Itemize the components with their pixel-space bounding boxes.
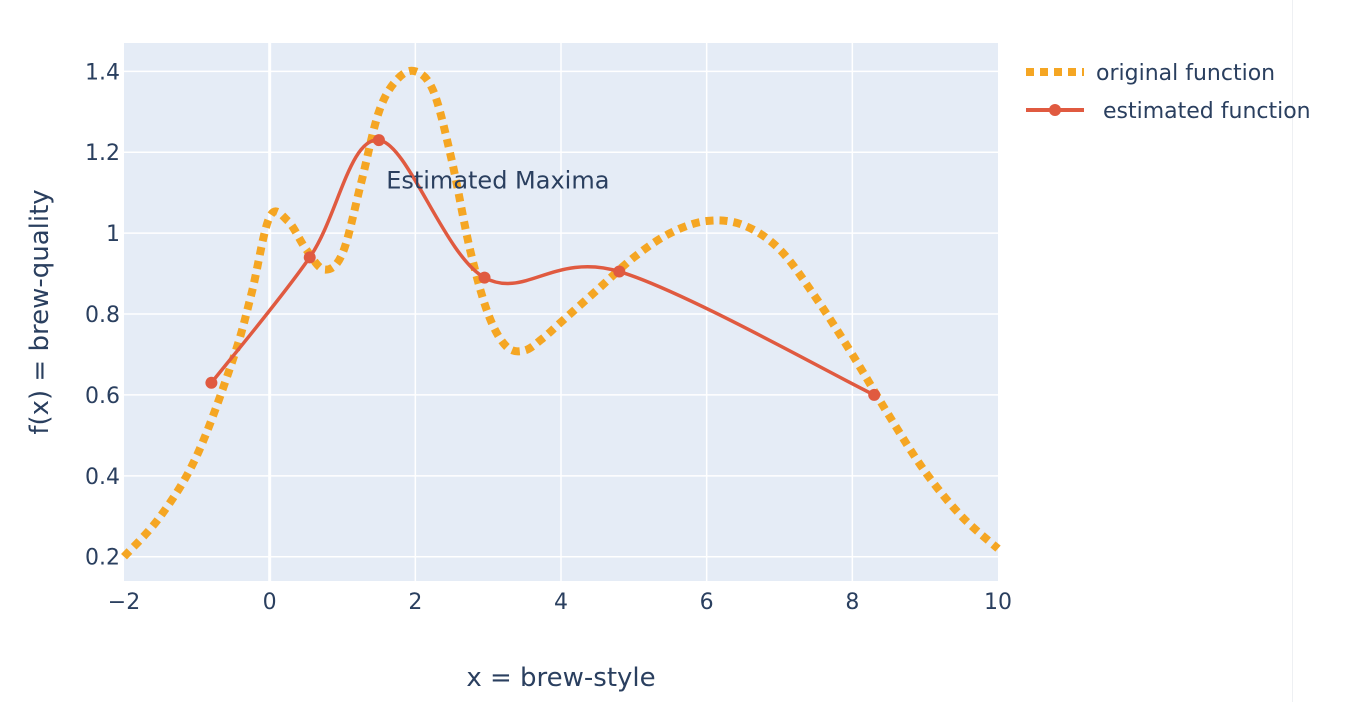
annotation-estimated-maxima: Estimated Maxima bbox=[386, 167, 609, 195]
x-tick-label: 0 bbox=[263, 590, 277, 615]
panel-divider bbox=[1292, 0, 1293, 702]
series-layer bbox=[121, 66, 1001, 560]
x-axis-ticks: −2 0 2 4 6 8 10 bbox=[108, 590, 1012, 615]
estimated-function-point bbox=[478, 271, 491, 284]
y-tick-label: 0.6 bbox=[85, 384, 120, 409]
y-tick-label: 0.8 bbox=[85, 303, 120, 328]
x-tick-label: 10 bbox=[984, 590, 1012, 615]
x-tick-label: 8 bbox=[845, 590, 859, 615]
series-original-function-line bbox=[121, 66, 1001, 560]
x-tick-label: 4 bbox=[554, 590, 568, 615]
y-tick-label: 0.2 bbox=[85, 546, 120, 571]
legend-item-estimated-function[interactable]: estimated function bbox=[1026, 99, 1311, 124]
estimated-function-point bbox=[613, 265, 626, 278]
y-axis-ticks: 0.2 0.4 0.6 0.8 1 1.2 1.4 bbox=[85, 60, 120, 570]
series-estimated-function-line bbox=[210, 138, 875, 397]
legend-item-original-function[interactable]: original function bbox=[1026, 61, 1275, 86]
x-tick-label: −2 bbox=[108, 590, 140, 615]
estimated-function-point bbox=[372, 134, 385, 147]
estimated-function-point bbox=[205, 376, 218, 389]
grid bbox=[124, 43, 998, 581]
x-tick-label: 2 bbox=[408, 590, 422, 615]
y-tick-label: 1 bbox=[106, 222, 120, 247]
legend-label-estimated: estimated function bbox=[1096, 99, 1311, 124]
legend-marker-estimated bbox=[1049, 104, 1061, 116]
x-tick-label: 6 bbox=[700, 590, 714, 615]
y-tick-label: 1.2 bbox=[85, 141, 120, 166]
y-tick-label: 1.4 bbox=[85, 60, 120, 85]
estimated-function-point bbox=[303, 251, 316, 264]
x-axis-title: x = brew-style bbox=[466, 663, 655, 693]
legend: original function estimated function bbox=[1026, 61, 1311, 124]
legend-label-original: original function bbox=[1096, 61, 1275, 86]
estimated-function-point bbox=[868, 388, 881, 401]
y-axis-title: f(x) = brew-quality bbox=[25, 189, 55, 434]
y-tick-label: 0.4 bbox=[85, 465, 120, 490]
